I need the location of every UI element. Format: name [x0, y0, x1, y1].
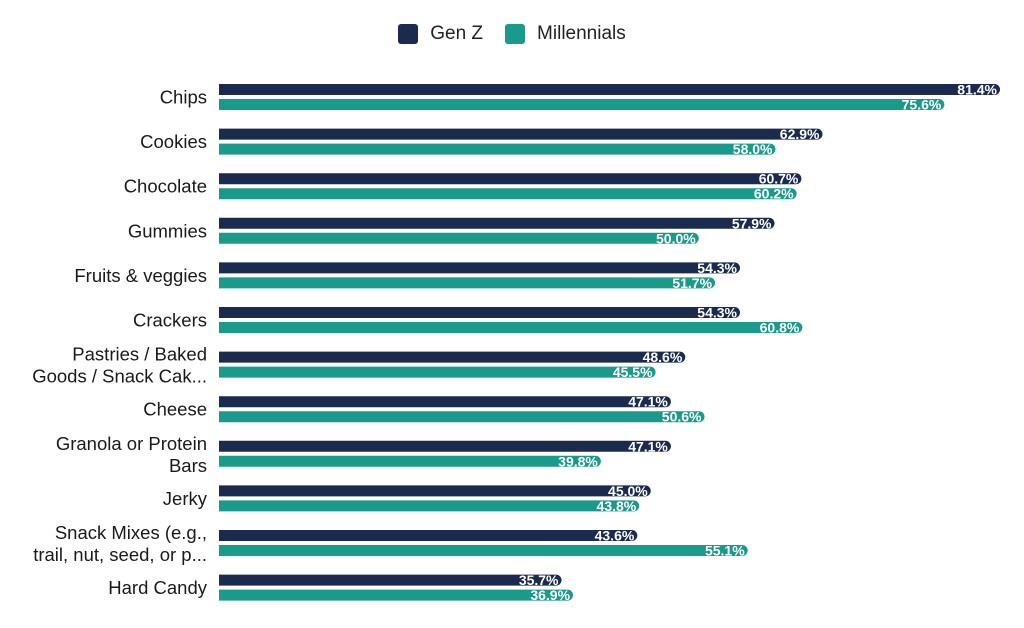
legend-swatch-millennials	[505, 24, 526, 44]
bar-millennials[interactable]	[219, 411, 705, 423]
data-label: 45.0%	[608, 483, 648, 499]
category-label: Hard Candy	[108, 577, 207, 598]
data-label: 48.6%	[643, 349, 683, 365]
data-label: 62.9%	[780, 126, 820, 142]
bar-gen-z[interactable]	[219, 84, 1001, 95]
data-label: 54.3%	[697, 260, 737, 276]
bar-gen-z[interactable]	[219, 173, 802, 185]
category-label: Fruits & veggies	[74, 265, 207, 286]
category-label: Gummies	[128, 220, 207, 241]
data-label: 81.4%	[957, 82, 997, 98]
data-label: 35.7%	[519, 572, 559, 588]
bar-millennials[interactable]	[219, 143, 776, 155]
data-label: 50.6%	[662, 409, 702, 425]
bar-millennials[interactable]	[219, 545, 748, 556]
data-label: 57.9%	[732, 215, 772, 231]
category-label-line: Goods / Snack Cak...	[32, 366, 207, 387]
category-label: Crackers	[133, 310, 207, 331]
category-label-line: Granola or Protein	[56, 433, 207, 454]
data-label: 43.6%	[595, 528, 635, 544]
bar-millennials[interactable]	[219, 322, 803, 333]
bar-gen-z[interactable]	[219, 396, 671, 408]
bar-gen-z[interactable]	[219, 530, 638, 541]
bar-gen-z[interactable]	[219, 574, 562, 586]
bar-gen-z[interactable]	[219, 351, 686, 363]
data-label: 39.8%	[558, 453, 598, 469]
category-label-line: Pastries / Baked	[72, 344, 207, 365]
data-label: 60.2%	[754, 186, 794, 202]
bar-millennials[interactable]	[219, 366, 656, 378]
bar-gen-z[interactable]	[219, 262, 740, 274]
legend-item-gen-z[interactable]: Gen Z	[398, 23, 483, 45]
legend-label-gen-z: Gen Z	[430, 23, 484, 44]
category-label: Granola or Protein Bars	[56, 433, 207, 476]
data-label: 36.9%	[530, 587, 570, 603]
data-label: 75.6%	[902, 97, 942, 113]
bar-millennials[interactable]	[219, 99, 945, 110]
data-label: 47.1%	[628, 438, 668, 454]
bar-millennials[interactable]	[219, 232, 699, 244]
category-label: Jerky	[163, 488, 208, 509]
legend-swatch-gen-z	[398, 24, 419, 44]
bar-gen-z[interactable]	[219, 217, 775, 229]
data-label: 51.7%	[672, 275, 712, 291]
bar-gen-z[interactable]	[219, 307, 740, 318]
bar-gen-z[interactable]	[219, 128, 823, 140]
category-label: Cheese	[143, 399, 207, 420]
data-label: 50.0%	[656, 230, 696, 246]
bar-millennials[interactable]	[219, 500, 640, 512]
legend-label-millennials: Millennials	[537, 23, 626, 44]
category-label: Cookies	[140, 131, 207, 152]
bar-millennials[interactable]	[219, 277, 716, 289]
data-label: 54.3%	[697, 305, 737, 321]
bar-gen-z[interactable]	[219, 485, 651, 497]
data-label: 55.1%	[705, 543, 745, 559]
data-label: 43.8%	[597, 498, 637, 514]
category-label: Pastries / Baked Goods / Snack Cak...	[32, 344, 207, 387]
category-label-line: trail, nut, seed, or p...	[33, 544, 207, 565]
data-label: 58.0%	[733, 141, 773, 157]
bar-millennials[interactable]	[219, 455, 601, 467]
data-label: 60.8%	[760, 320, 800, 336]
legend-item-millennials[interactable]: Millennials	[505, 23, 626, 45]
category-label-line: Snack Mixes (e.g.,	[55, 522, 207, 543]
bar-gen-z[interactable]	[219, 440, 671, 452]
bar-millennials[interactable]	[219, 188, 797, 200]
category-label: Snack Mixes (e.g., trail, nut, seed, or p…	[33, 522, 207, 565]
legend: Gen Z Millennials	[0, 20, 1024, 48]
category-label-line: Bars	[169, 455, 207, 476]
data-label: 45.5%	[613, 364, 653, 380]
data-label: 47.1%	[628, 394, 668, 410]
category-label: Chocolate	[124, 176, 207, 197]
category-label: Chips	[160, 87, 207, 108]
data-label: 60.7%	[759, 171, 799, 187]
bar-millennials[interactable]	[219, 589, 574, 601]
